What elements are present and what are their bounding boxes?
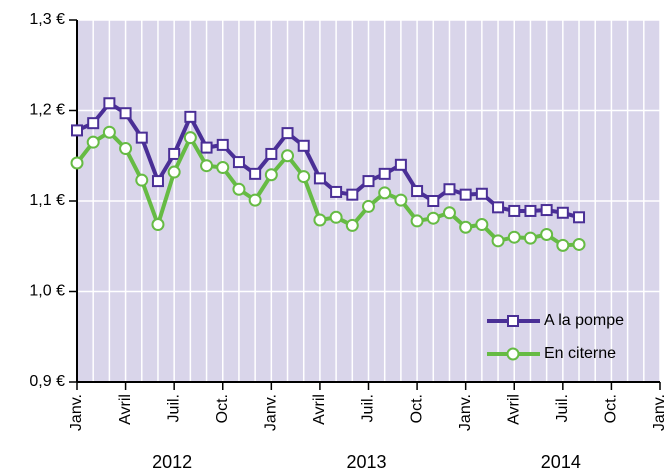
- marker: [313, 213, 327, 227]
- marker: [524, 204, 537, 217]
- marker: [249, 167, 262, 180]
- marker: [556, 206, 569, 219]
- marker: [281, 127, 294, 140]
- x-tick-label: Oct.: [214, 394, 231, 423]
- marker: [475, 218, 489, 232]
- marker: [200, 159, 214, 173]
- marker: [523, 231, 537, 245]
- marker: [167, 165, 181, 179]
- marker: [443, 183, 456, 196]
- marker: [556, 238, 570, 252]
- marker: [507, 315, 519, 327]
- marker: [216, 138, 229, 151]
- marker: [168, 147, 181, 160]
- y-tick-label: 1,3 €: [29, 11, 65, 28]
- marker: [378, 186, 392, 200]
- x-tick-label: Janv.: [263, 394, 280, 431]
- legend-label: En citerne: [544, 345, 616, 362]
- marker: [313, 172, 326, 185]
- y-tick-label: 1,0 €: [29, 283, 65, 300]
- marker: [265, 147, 278, 160]
- marker: [427, 195, 440, 207]
- marker: [87, 117, 100, 130]
- marker: [297, 170, 311, 184]
- legend-label: A la pompe: [544, 312, 624, 329]
- marker: [540, 204, 553, 217]
- marker: [378, 167, 391, 180]
- marker: [394, 158, 407, 171]
- marker: [410, 214, 424, 228]
- x-tick-label: Janv.: [651, 394, 668, 431]
- marker: [459, 220, 473, 234]
- marker: [102, 125, 116, 139]
- marker: [346, 188, 359, 201]
- x-tick-label: Avril: [311, 394, 328, 425]
- marker: [362, 175, 375, 188]
- marker: [540, 227, 554, 241]
- x-tick-label: Avril: [505, 394, 522, 425]
- marker: [345, 218, 359, 232]
- y-tick-label: 0,9 €: [29, 373, 65, 390]
- marker: [184, 110, 197, 123]
- marker: [119, 142, 133, 156]
- marker: [70, 156, 84, 170]
- y-tick-label: 1,2 €: [29, 102, 65, 119]
- marker: [281, 149, 295, 163]
- x-tick-label: Janv.: [457, 394, 474, 431]
- marker: [151, 218, 165, 232]
- x-tick-label: Juil.: [554, 394, 571, 422]
- marker: [394, 193, 408, 207]
- marker: [329, 210, 343, 224]
- marker: [200, 141, 213, 154]
- x-tick-label: Oct.: [408, 394, 425, 423]
- marker: [442, 206, 456, 220]
- marker: [232, 156, 245, 169]
- marker: [362, 199, 375, 213]
- marker: [297, 139, 310, 152]
- marker: [71, 124, 83, 137]
- marker: [475, 187, 488, 200]
- marker: [411, 185, 424, 198]
- marker: [248, 193, 262, 207]
- marker: [508, 204, 521, 217]
- x-tick-label: Avril: [117, 394, 134, 425]
- marker: [426, 211, 440, 225]
- marker: [216, 161, 230, 175]
- year-label: 2014: [541, 452, 581, 472]
- marker: [264, 168, 278, 182]
- marker: [491, 234, 505, 248]
- marker: [103, 97, 116, 110]
- marker: [572, 237, 586, 251]
- marker: [232, 182, 246, 196]
- marker: [507, 230, 521, 244]
- marker: [459, 188, 472, 201]
- marker: [151, 175, 164, 188]
- year-label: 2012: [152, 452, 192, 472]
- year-label: 2013: [346, 452, 386, 472]
- marker: [119, 107, 132, 120]
- y-tick-label: 1,1 €: [29, 192, 65, 209]
- marker: [135, 131, 148, 144]
- x-tick-label: Oct.: [603, 394, 620, 423]
- marker: [506, 347, 520, 361]
- marker: [573, 211, 586, 224]
- marker: [330, 185, 343, 198]
- marker: [492, 201, 505, 214]
- marker: [86, 135, 100, 149]
- x-tick-label: Juil.: [360, 394, 377, 422]
- x-tick-label: Janv.: [68, 394, 85, 431]
- x-tick-label: Juil.: [165, 394, 182, 422]
- marker: [135, 173, 149, 187]
- marker: [183, 131, 197, 145]
